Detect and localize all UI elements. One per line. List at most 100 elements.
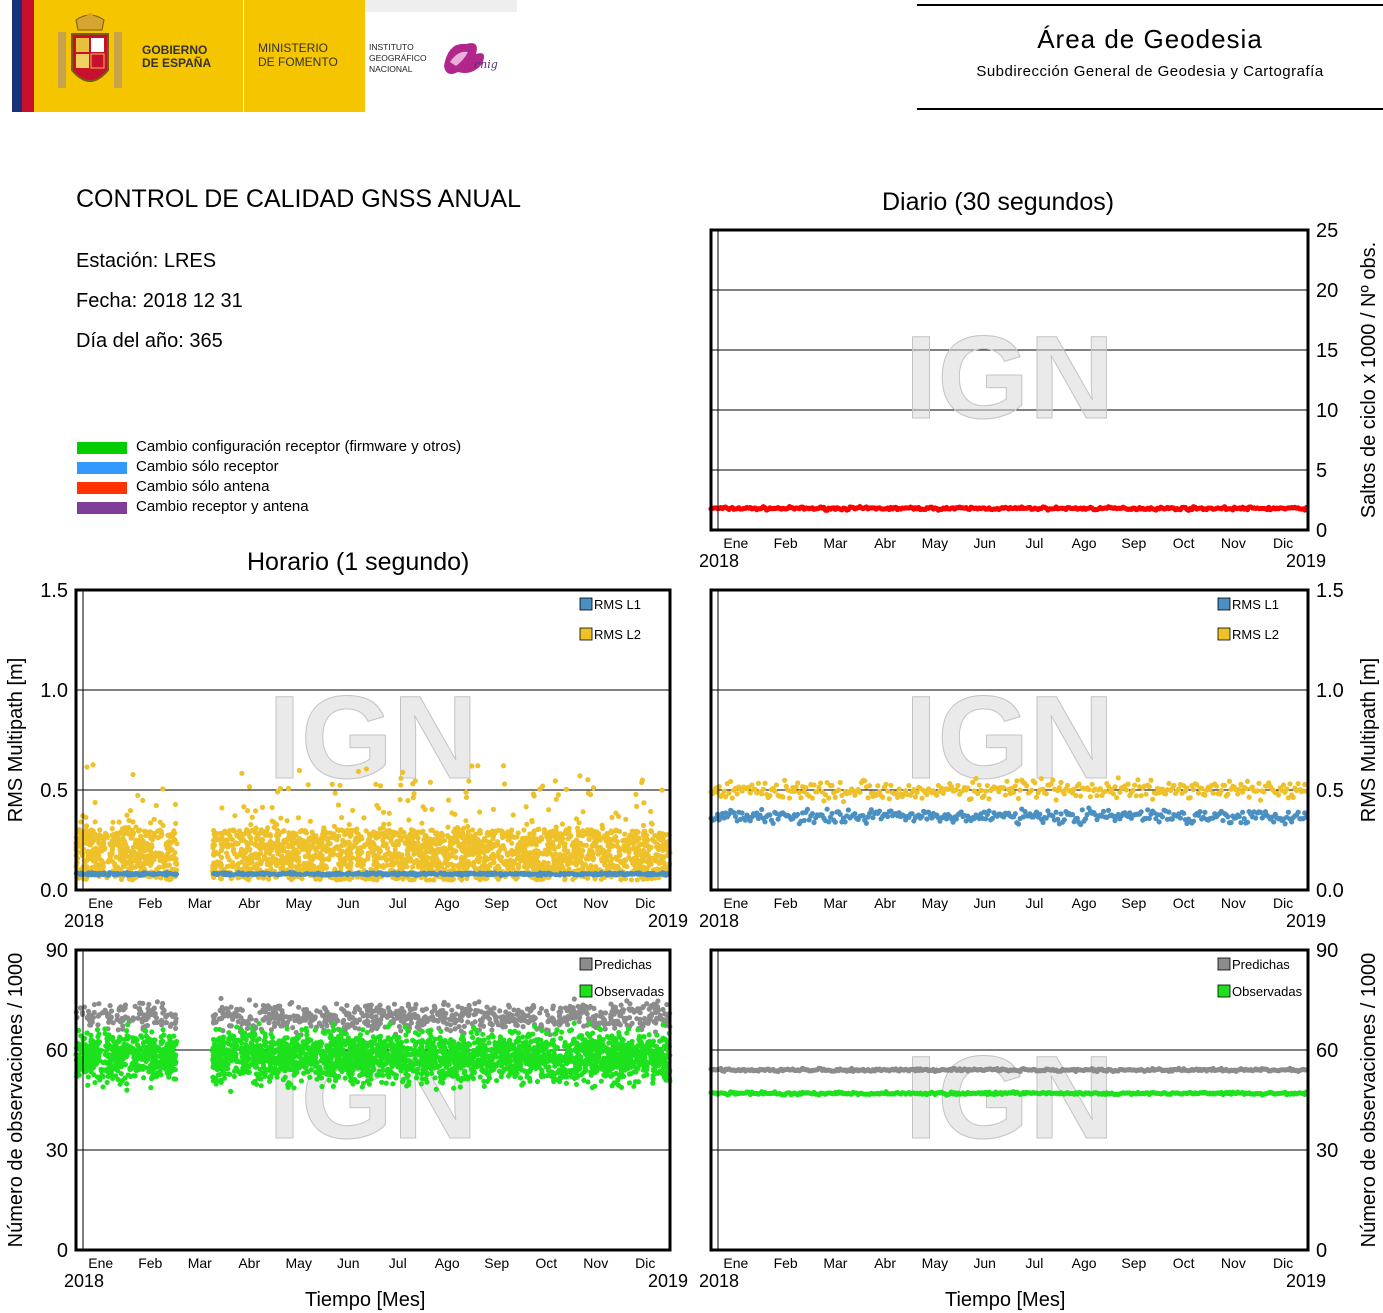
month-tick-label: Abr	[874, 535, 896, 551]
y-tick-label: 90	[1316, 940, 1338, 962]
month-tick-label: Ene	[88, 1255, 113, 1271]
legend-marker	[579, 984, 593, 998]
month-tick-label: Dic	[635, 1255, 655, 1271]
month-tick-label: May	[922, 1255, 948, 1271]
y-tick-label: 90	[46, 940, 68, 962]
month-tick-label: Ene	[723, 895, 748, 911]
area-bottom-rule	[917, 108, 1383, 110]
institute-line-1: INSTITUTO	[369, 42, 414, 52]
y-tick-label: 1.0	[40, 680, 68, 702]
legend-swatch-both	[77, 502, 127, 514]
hourly-title: Horario (1 segundo)	[247, 548, 470, 576]
y-tick-label: 5	[1316, 460, 1327, 482]
legend-marker	[1217, 627, 1231, 641]
y-tick-label: 1.5	[1316, 580, 1344, 602]
daily-title: Diario (30 segundos)	[882, 188, 1115, 216]
series-points	[708, 775, 1309, 828]
y-tick-label: 0.0	[1316, 880, 1344, 902]
month-tick-label: Nov	[1221, 1255, 1246, 1271]
y-tick-label: 0.0	[40, 880, 68, 902]
plot-frame	[709, 588, 1310, 892]
year-end-label: 2019	[1286, 911, 1326, 931]
legend-label: RMS L1	[1232, 597, 1279, 612]
month-tick-label: May	[286, 895, 312, 911]
legend-label: Predichas	[594, 957, 652, 972]
daily-observations-chart: IGN 0 30 60 90 Número de observaciones / 1000…	[699, 940, 1380, 1290]
month-tick-label: Ago	[1072, 895, 1097, 911]
month-tick-label: Dic	[1273, 1255, 1293, 1271]
legend-label: Observadas	[1232, 984, 1303, 999]
institute-line-2: GEOGRÁFICO	[369, 53, 427, 63]
xlabel-left: Tiempo [Mes]	[305, 1289, 426, 1311]
series-points	[708, 1065, 1309, 1098]
y-tick-label: 10	[1316, 400, 1338, 422]
month-tick-label: Ago	[435, 1255, 460, 1271]
month-tick-label: Sep	[484, 1255, 509, 1271]
legend-label: RMS L2	[1232, 627, 1279, 642]
series-points	[73, 995, 673, 1094]
y-axis-label: Número de observaciones / 1000	[5, 953, 27, 1248]
gov-line-1: GOBIERNO	[142, 43, 208, 57]
legend-label: RMS L2	[594, 627, 641, 642]
month-tick-label: Feb	[138, 1255, 162, 1271]
y-tick-label: 60	[1316, 1040, 1338, 1062]
month-tick-label: Ago	[1072, 1255, 1097, 1271]
watermark: IGN	[268, 672, 478, 804]
hourly-multipath-chart: IGN 0.0 0.5 1.0 1.5 RMS Multipath [m] Ene Feb Ma…	[5, 580, 688, 931]
month-tick-label: Jul	[1025, 1255, 1043, 1271]
y-axis-label: Saltos de ciclo x 1000 / Nº obs.	[1358, 242, 1380, 518]
month-tick-label: Jul	[1025, 895, 1043, 911]
ministry-line-2: DE FOMENTO	[258, 55, 338, 69]
month-tick-label: Oct	[1173, 895, 1195, 911]
month-tick-label: Sep	[1121, 895, 1146, 911]
gov-line-2: DE ESPAÑA	[142, 56, 212, 70]
month-tick-label: Oct	[535, 1255, 557, 1271]
cnig-logo-icon	[444, 43, 484, 74]
month-tick-label: Nov	[583, 1255, 608, 1271]
month-tick-label: Sep	[484, 895, 509, 911]
month-tick-label: Nov	[1221, 895, 1246, 911]
series-points	[708, 504, 1309, 513]
month-tick-label: Jun	[973, 1255, 996, 1271]
legend-swatch-receiver	[77, 462, 127, 474]
month-tick-label: Jul	[389, 895, 407, 911]
ign-logo-bar	[365, 0, 517, 12]
month-tick-label: May	[922, 535, 948, 551]
month-tick-label: Dic	[1273, 535, 1293, 551]
y-axis-label: RMS Multipath [m]	[1358, 658, 1380, 822]
month-tick-label: Feb	[774, 895, 798, 911]
month-tick-label: Dic	[1273, 895, 1293, 911]
month-tick-label: Ene	[88, 895, 113, 911]
month-tick-label: Mar	[823, 1255, 847, 1271]
y-tick-label: 60	[46, 1040, 68, 1062]
legend-swatch-antenna	[77, 482, 127, 494]
legend-label: Observadas	[594, 984, 665, 999]
year-end-label: 2019	[648, 911, 688, 931]
y-tick-label: 0.5	[1316, 780, 1344, 802]
month-tick-label: Mar	[188, 895, 212, 911]
area-top-rule	[917, 4, 1383, 6]
month-tick-label: Dic	[635, 895, 655, 911]
y-axis-label: Número de observaciones / 1000	[1358, 953, 1380, 1248]
area-title: Área de Geodesia	[1037, 24, 1263, 54]
year-end-label: 2019	[648, 1271, 688, 1290]
legend-swatch-config	[77, 442, 127, 454]
legend-marker	[579, 627, 593, 641]
year-start-label: 2018	[699, 1271, 739, 1290]
month-tick-label: Mar	[823, 535, 847, 551]
month-tick-label: Ene	[723, 1255, 748, 1271]
legend-label: RMS L1	[594, 597, 641, 612]
legend-marker	[1217, 957, 1231, 971]
plot-frame	[709, 228, 1310, 532]
y-tick-label: 1.0	[1316, 680, 1344, 702]
month-tick-label: Abr	[238, 895, 260, 911]
y-tick-label: 20	[1316, 280, 1338, 302]
legend-marker	[1217, 597, 1231, 611]
month-tick-label: Oct	[1173, 1255, 1195, 1271]
cnig-text: cnig	[474, 58, 498, 71]
doy-label: Día del año: 365	[76, 330, 223, 352]
year-start-label: 2018	[64, 1271, 104, 1290]
legend-label-config: Cambio configuración receptor (firmware …	[136, 438, 462, 455]
year-end-label: 2019	[1286, 551, 1326, 571]
month-tick-label: Abr	[874, 1255, 896, 1271]
